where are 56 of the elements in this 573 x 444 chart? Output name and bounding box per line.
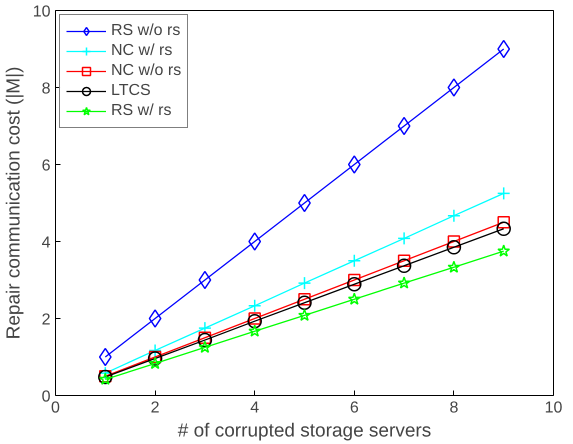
point [148, 356, 162, 370]
y-tick-label: 8 [42, 80, 51, 98]
point [348, 274, 361, 286]
point [348, 292, 361, 305]
point [447, 208, 461, 222]
y-axis-title: Repair communication cost (|M|) [4, 66, 25, 340]
point [148, 309, 162, 328]
y-tick-label: 6 [42, 158, 51, 174]
point [496, 186, 510, 200]
point [298, 308, 311, 322]
point [396, 258, 412, 273]
point [198, 270, 212, 290]
y-tick-label: 0 [42, 388, 51, 406]
y-tick-label: 4 [42, 234, 51, 252]
x-tick-label: 8 [449, 400, 458, 416]
point [447, 260, 460, 273]
point [348, 254, 362, 268]
point [247, 314, 262, 328]
point [198, 332, 212, 348]
point [496, 222, 511, 236]
point [248, 324, 262, 337]
x-tick-label: 4 [250, 400, 260, 416]
point [398, 116, 411, 136]
legend-label: RS w/o rs [111, 22, 180, 40]
point [347, 277, 362, 292]
point [148, 344, 162, 358]
point [98, 348, 112, 366]
legend-label: LTCS [111, 82, 151, 100]
point [446, 240, 462, 255]
point [348, 155, 361, 174]
point [248, 299, 262, 313]
point [497, 216, 510, 228]
x-tick-label: 10 [544, 400, 562, 416]
point [447, 78, 460, 97]
point [248, 312, 261, 325]
point [497, 244, 510, 257]
point [297, 295, 312, 310]
point [398, 254, 410, 267]
x-tick-label: 2 [150, 400, 160, 416]
point [198, 340, 212, 353]
legend-label: NC w/ rs [111, 42, 172, 60]
point [397, 232, 411, 246]
x-axis-title: # of corrupted storage servers [178, 420, 432, 442]
point [298, 293, 311, 306]
point [198, 332, 212, 344]
point [448, 235, 460, 248]
point [98, 372, 112, 385]
point [398, 276, 411, 289]
legend-label: RS w/ rs [111, 102, 172, 120]
x-tick-label: 6 [350, 400, 359, 416]
y-tick-label: 2 [42, 312, 51, 328]
y-tick-label: 10 [32, 4, 51, 20]
point [298, 276, 312, 290]
point [248, 232, 262, 251]
legend-label: NC w/o rs [111, 62, 182, 80]
point [497, 40, 510, 58]
